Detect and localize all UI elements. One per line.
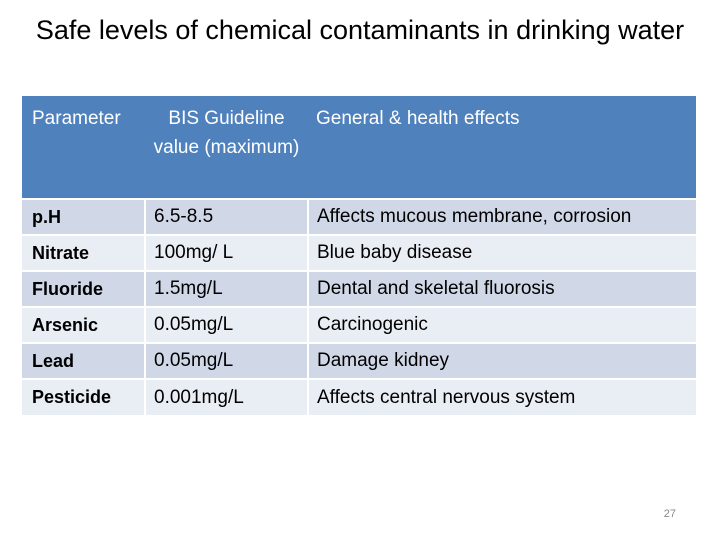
header-bis-guideline: BIS Guideline value (maximum) <box>145 96 308 199</box>
value-cell: 0.05mg/L <box>144 342 309 379</box>
table-row: Arsenic 0.05mg/L Carcinogenic <box>22 306 696 343</box>
table-row: Pesticide 0.001mg/L Affects central nerv… <box>22 378 696 415</box>
value-cell: 100mg/ L <box>144 234 309 271</box>
slide-title: Safe levels of chemical contaminants in … <box>35 15 685 45</box>
effect-cell: Carcinogenic <box>308 306 696 343</box>
value-cell: 6.5-8.5 <box>144 198 309 235</box>
value-cell: 0.001mg/L <box>144 378 309 415</box>
effect-cell: Dental and skeletal fluorosis <box>308 270 696 307</box>
effect-cell: Affects mucous membrane, corrosion <box>308 198 696 235</box>
parameter-cell: Arsenic <box>22 306 145 343</box>
value-cell: 0.05mg/L <box>144 306 309 343</box>
parameter-cell: Pesticide <box>22 378 145 415</box>
value-cell: 1.5mg/L <box>144 270 309 307</box>
parameter-cell: p.H <box>22 198 145 235</box>
parameter-cell: Lead <box>22 342 145 379</box>
parameter-cell: Nitrate <box>22 234 145 271</box>
effect-cell: Blue baby disease <box>308 234 696 271</box>
table-row: Fluoride 1.5mg/L Dental and skeletal flu… <box>22 270 696 307</box>
header-parameter: Parameter <box>22 96 145 199</box>
table-row: Nitrate 100mg/ L Blue baby disease <box>22 234 696 271</box>
table-row: p.H 6.5-8.5 Affects mucous membrane, cor… <box>22 198 696 235</box>
table-row: Lead 0.05mg/L Damage kidney <box>22 342 696 379</box>
parameter-cell: Fluoride <box>22 270 145 307</box>
slide-number: 27 <box>663 508 676 520</box>
effect-cell: Affects central nervous system <box>308 378 696 415</box>
table-header-row: Parameter BIS Guideline value (maximum) … <box>22 96 696 199</box>
header-health-effects: General & health effects <box>308 96 696 199</box>
contaminants-table: Parameter BIS Guideline value (maximum) … <box>22 96 696 415</box>
effect-cell: Damage kidney <box>308 342 696 379</box>
